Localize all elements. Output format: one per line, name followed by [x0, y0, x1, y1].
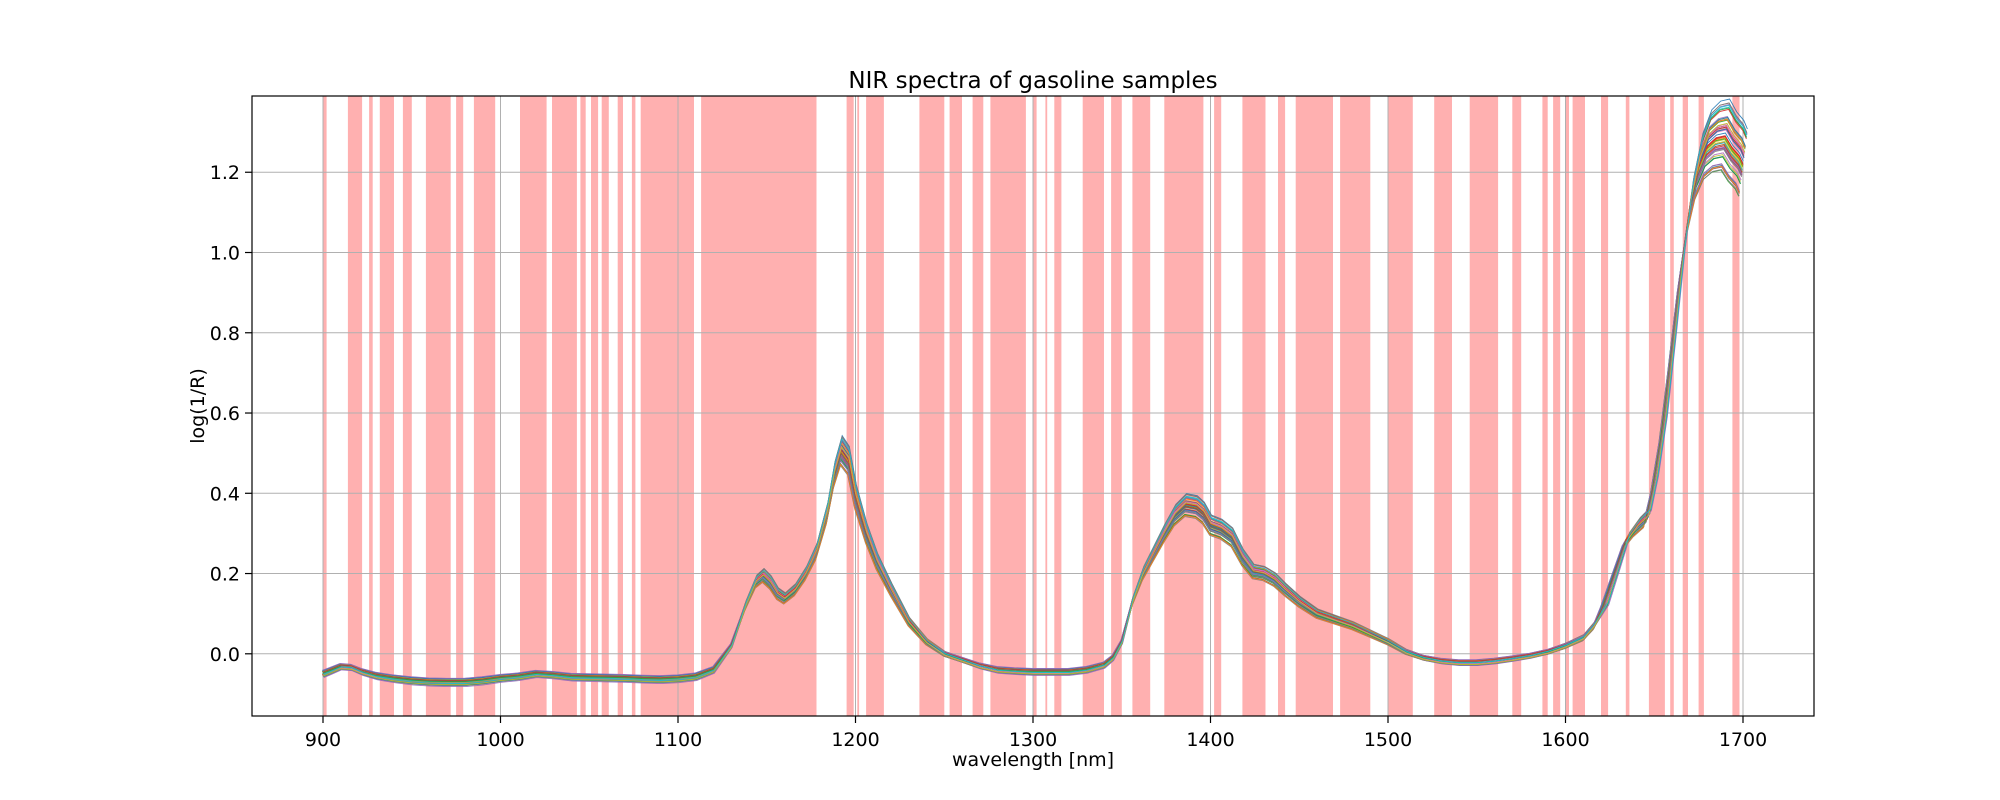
x-tick-label: 1700 [1719, 729, 1767, 751]
highlight-band [1601, 96, 1609, 716]
spectrum-line [323, 122, 1746, 686]
x-tick-label: 1100 [654, 729, 702, 751]
highlight-band [1278, 96, 1286, 716]
y-axis: 0.0 0.2 0.4 0.6 0.8 1.0 1.2 [210, 162, 252, 666]
y-tick-label: 1.2 [210, 162, 240, 184]
highlight-band [323, 96, 327, 716]
highlight-band [552, 96, 577, 716]
x-axis: 900 1000 1100 1200 1300 1400 1500 1600 1700 [305, 716, 1767, 751]
y-tick-label: 0.8 [210, 323, 240, 345]
y-tick-label: 0.2 [210, 564, 240, 586]
highlight-band [1164, 96, 1204, 716]
highlight-band [1512, 96, 1522, 716]
highlight-band [1132, 96, 1151, 716]
highlight-band [1469, 96, 1499, 716]
highlight-band [580, 96, 586, 716]
y-axis-label: log(1/R) [187, 368, 209, 443]
highlight-band [1565, 96, 1569, 716]
x-tick-label: 1200 [831, 729, 879, 751]
highlight-band [1242, 96, 1266, 716]
highlight-band [631, 96, 636, 716]
highlight-band [1648, 96, 1665, 716]
highlight-band [857, 96, 860, 716]
highlight-band [473, 96, 496, 716]
y-tick-label: 0.6 [210, 403, 240, 425]
highlight-band [701, 96, 817, 716]
highlight-band [972, 96, 984, 716]
highlight-band [1625, 96, 1630, 716]
highlight-band [1553, 96, 1561, 716]
highlight-band [369, 96, 373, 716]
highlight-band [1572, 96, 1585, 716]
x-tick-label: 1500 [1364, 729, 1412, 751]
highlight-bands [323, 96, 1740, 716]
y-tick-label: 1.0 [210, 243, 240, 265]
highlight-band [1732, 96, 1740, 716]
highlight-band [1340, 96, 1371, 716]
highlight-band [347, 96, 363, 716]
grid-lines [252, 96, 1814, 716]
spectra-series [321, 98, 1748, 688]
highlight-band [1054, 96, 1062, 716]
highlight-band [1670, 96, 1674, 716]
highlight-band [1111, 96, 1122, 716]
highlight-band [1682, 96, 1688, 716]
highlight-band [1045, 96, 1048, 716]
x-tick-label: 1400 [1186, 729, 1234, 751]
highlight-band [402, 96, 412, 716]
highlight-band [1295, 96, 1333, 716]
highlight-band [640, 96, 694, 716]
highlight-band [919, 96, 945, 716]
x-tick-label: 1000 [476, 729, 524, 751]
highlight-band [425, 96, 451, 716]
highlight-band [456, 96, 464, 716]
y-tick-label: 0.0 [210, 644, 240, 666]
highlight-band [1033, 96, 1037, 716]
x-tick-label: 1300 [1009, 729, 1057, 751]
highlight-band [617, 96, 623, 716]
highlight-band [1388, 96, 1413, 716]
highlight-band [591, 96, 599, 716]
x-axis-label: wavelength [nm] [952, 749, 1114, 771]
x-tick-label: 900 [305, 729, 341, 751]
highlight-band [846, 96, 854, 716]
highlight-band [866, 96, 884, 716]
x-tick-label: 1600 [1541, 729, 1589, 751]
highlight-band [1082, 96, 1104, 716]
highlight-band [1698, 96, 1704, 716]
y-tick-label: 0.4 [210, 483, 240, 505]
highlight-band [1542, 96, 1548, 716]
highlight-band [520, 96, 547, 716]
highlight-band [601, 96, 609, 716]
highlight-band [1434, 96, 1452, 716]
spectrum-line [322, 163, 1740, 679]
highlight-band [990, 96, 1026, 716]
spectrum-line [323, 104, 1748, 684]
chart-title: NIR spectra of gasoline samples [848, 68, 1217, 94]
highlight-band [1214, 96, 1222, 716]
highlight-band [379, 96, 394, 716]
highlight-band [949, 96, 962, 716]
